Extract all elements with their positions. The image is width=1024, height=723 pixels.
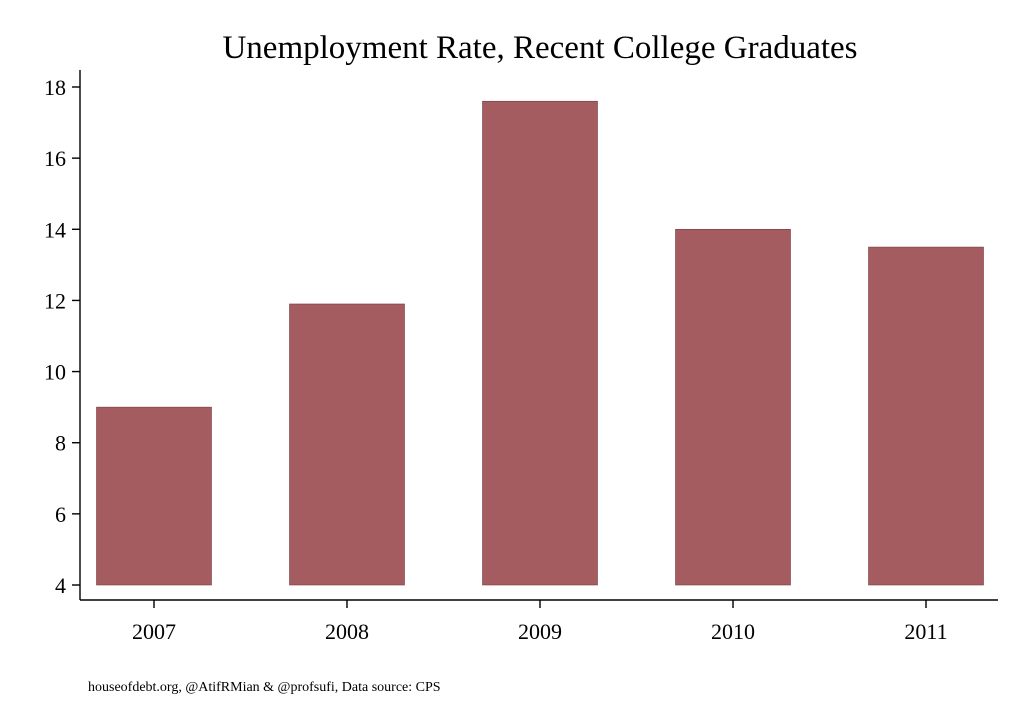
bars-group	[96, 100, 984, 586]
bar-2010	[675, 228, 791, 586]
x-tick-label: 2009	[518, 619, 562, 644]
y-axis-ticks: 4 6 8 10 12 14 16 18	[44, 75, 80, 598]
y-tick-label: 14	[44, 217, 66, 242]
y-tick-label: 16	[44, 146, 66, 171]
y-tick-label: 18	[44, 75, 66, 100]
chart-title: Unemployment Rate, Recent College Gradua…	[222, 30, 857, 66]
source-footnote: houseofdebt.org, @AtifRMian & @profsufi,…	[88, 680, 441, 695]
x-axis-ticks: 2007 2008 2009 2010 2011	[132, 600, 948, 644]
x-tick-label: 2011	[904, 619, 947, 644]
bar-2008	[289, 303, 405, 586]
y-tick-label: 10	[44, 360, 66, 385]
bar-2007	[96, 406, 212, 586]
y-tick-label: 4	[55, 573, 66, 598]
y-tick-label: 8	[55, 431, 66, 456]
x-tick-label: 2010	[711, 619, 755, 644]
bar-2009	[482, 100, 598, 586]
bar-2011	[868, 246, 984, 586]
y-tick-label: 6	[55, 502, 66, 527]
x-tick-label: 2007	[132, 619, 176, 644]
y-tick-label: 12	[44, 288, 66, 313]
x-tick-label: 2008	[325, 619, 369, 644]
